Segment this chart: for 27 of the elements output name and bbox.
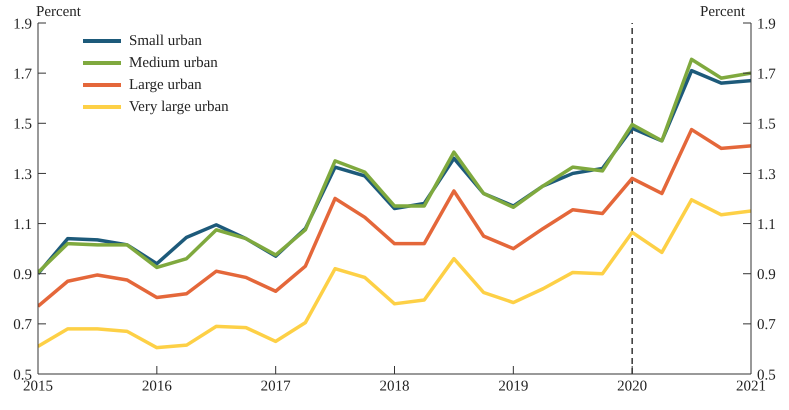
y-tick-label: 1.9 [13,16,32,32]
y2-tick-label: 1.9 [757,16,776,32]
y2-axis-title: Percent [700,4,745,21]
line-series [38,198,751,350]
x-tick-label: 2017 [260,378,292,395]
y-tick-label: 1.5 [13,116,32,133]
x-tick-label: 2019 [498,378,528,395]
line-series [38,128,751,308]
legend-label: Small urban [129,32,202,50]
legend-label: Medium urban [129,54,218,72]
y-tick-label: 1.3 [13,166,32,183]
x-tick-label: 2016 [142,378,172,395]
y-tick-label: 1.7 [13,66,32,82]
y-tick-label: 0.9 [13,267,32,284]
y2-tick-label: 0.7 [757,317,776,334]
y2-tick-label: 1.5 [757,116,776,133]
y-axis-title: Percent [36,4,81,21]
legend-label: Large urban [129,76,202,94]
x-tick-label: 2018 [380,378,410,395]
y2-tick-label: 1.1 [757,216,776,233]
y-tick-label: 1.1 [13,216,32,233]
y2-tick-label: 1.7 [757,66,776,82]
legend-label: Very large urban [129,98,229,116]
y2-tick-label: 1.3 [757,166,776,183]
y-tick-label: 0.7 [13,317,32,334]
x-tick-label: 2020 [617,378,648,395]
y2-tick-label: 0.9 [757,267,776,284]
